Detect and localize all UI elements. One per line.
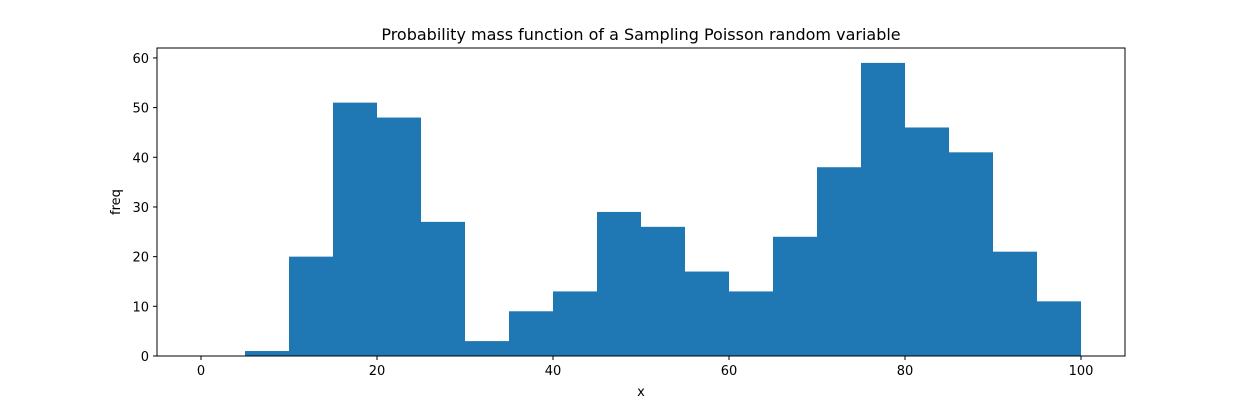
histogram-bar bbox=[553, 291, 597, 356]
x-tick-label: 60 bbox=[721, 364, 738, 379]
histogram-bar bbox=[377, 117, 421, 356]
histogram-bar bbox=[685, 271, 729, 356]
y-tick-label: 50 bbox=[132, 102, 149, 117]
histogram-bar bbox=[421, 221, 465, 356]
histogram-bar bbox=[817, 167, 861, 356]
bars-group bbox=[245, 62, 1081, 356]
histogram-bar bbox=[641, 226, 685, 356]
histogram-bar bbox=[905, 127, 949, 356]
histogram-bar bbox=[509, 311, 553, 356]
x-tick-label: 0 bbox=[197, 364, 205, 379]
y-tick-label: 0 bbox=[141, 350, 149, 365]
histogram-bar bbox=[597, 211, 641, 356]
y-tick-label: 10 bbox=[132, 300, 149, 315]
histogram-bar bbox=[333, 102, 377, 356]
x-tick-label: 20 bbox=[369, 364, 386, 379]
histogram-bar bbox=[949, 152, 993, 356]
histogram-bar bbox=[245, 351, 289, 356]
y-tick-label: 30 bbox=[132, 201, 149, 216]
plot-frame bbox=[156, 47, 1126, 357]
x-tick-label: 40 bbox=[545, 364, 562, 379]
x-axis: 0 20 40 60 80 100 bbox=[197, 356, 1094, 379]
histogram-bar bbox=[773, 236, 817, 356]
histogram-bar bbox=[993, 251, 1037, 356]
chart-title: Probability mass function of a Sampling … bbox=[381, 25, 900, 44]
x-tick-label: 100 bbox=[1069, 364, 1094, 379]
histogram-bar bbox=[729, 291, 773, 356]
y-tick-label: 60 bbox=[132, 52, 149, 67]
histogram-bar bbox=[465, 341, 509, 356]
histogram-bar bbox=[289, 256, 333, 356]
histogram-bar bbox=[1037, 301, 1081, 356]
histogram-bar bbox=[861, 62, 905, 356]
y-tick-label: 40 bbox=[132, 151, 149, 166]
y-tick-label: 20 bbox=[132, 251, 149, 266]
y-axis: 0 10 20 30 40 50 60 bbox=[132, 52, 157, 365]
x-axis-label: x bbox=[637, 385, 645, 400]
y-axis-label: freq bbox=[109, 189, 124, 215]
x-tick-label: 80 bbox=[897, 364, 914, 379]
